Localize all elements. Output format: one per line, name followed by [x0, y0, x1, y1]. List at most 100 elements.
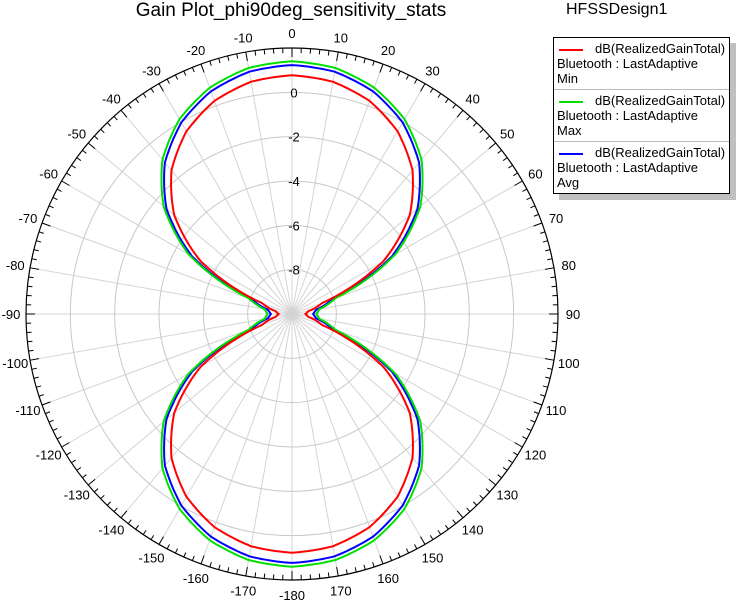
angle-tick [245, 51, 248, 61]
legend-stat: Max [557, 123, 582, 138]
angle-tick [142, 530, 147, 535]
angle-tick [174, 74, 179, 80]
angle-tick [158, 536, 164, 545]
angle-tick [227, 55, 230, 61]
angle-tick [420, 83, 426, 92]
angle-tick [545, 267, 555, 270]
angle-tick [33, 249, 39, 252]
legend-item-max[interactable]: dB(RealizedGainTotal) Bluetooth : LastAd… [554, 89, 729, 141]
angle-tick [66, 172, 71, 177]
angle-tick-label: -170 [230, 584, 256, 599]
angle-tick [254, 572, 257, 578]
angle-tick [466, 507, 471, 513]
angle-tick-label: 0 [288, 26, 295, 41]
angle-tick [420, 536, 426, 545]
design-name: HFSSDesign1 [566, 1, 668, 18]
angle-tick [372, 60, 375, 66]
angle-tick [166, 544, 170, 550]
angle-tick [52, 427, 58, 432]
angle-tick [429, 88, 434, 93]
angle-tick [263, 49, 266, 55]
angle-tick [27, 340, 33, 343]
angle-tick [488, 142, 497, 150]
angle-tick [48, 205, 54, 209]
angle-tick-label: -60 [39, 167, 58, 182]
angle-tick [429, 535, 434, 540]
angle-tick [56, 188, 62, 192]
angle-tick-label: 30 [425, 64, 439, 79]
angle-tick [61, 442, 70, 448]
angle-tick-label: -150 [138, 550, 164, 565]
angle-tick [437, 530, 442, 535]
angle-tick [191, 67, 195, 73]
angle-tick-label: -100 [2, 356, 28, 371]
angle-tick [379, 63, 384, 73]
angle-tick [166, 78, 170, 84]
legend-item-avg[interactable]: dB(RealizedGainTotal) Bluetooth : LastAd… [554, 141, 729, 193]
radial-tick-label: -8 [288, 263, 300, 278]
angle-tick [254, 50, 257, 56]
angle-tick [551, 340, 557, 343]
angle-tick [547, 258, 553, 261]
angle-tick [540, 394, 546, 397]
angle-tick [533, 411, 539, 415]
angle-tick [545, 249, 551, 252]
angle-tick [542, 240, 548, 243]
angle-tick-label: -140 [98, 522, 124, 537]
legend-item-min[interactable]: dB(RealizedGainTotal) Bluetooth : LastAd… [554, 38, 729, 89]
angle-tick [327, 50, 330, 56]
angle-tick [41, 401, 51, 406]
angle-tick [33, 376, 39, 379]
legend-sub: Bluetooth : LastAdaptive [557, 160, 698, 175]
angle-tick [479, 494, 484, 500]
angle-tick-label: -180 [279, 588, 305, 600]
angle-tick [345, 569, 348, 575]
angle-tick [513, 451, 518, 456]
angle-tick [456, 510, 464, 519]
angle-tick-label: -20 [186, 43, 205, 58]
angle-tick [508, 164, 513, 169]
angle-tick-label: -110 [15, 403, 40, 418]
angle-tick [336, 567, 339, 577]
angle-tick [150, 88, 155, 93]
angle-tick-label: 50 [500, 126, 514, 141]
angle-tick [71, 164, 76, 169]
legend-swatch [559, 48, 583, 51]
legend-swatch [559, 152, 583, 155]
angle-tick [318, 573, 321, 579]
angle-tick-label: -130 [64, 488, 90, 503]
angle-tick [218, 58, 221, 64]
legend-swatch [559, 100, 583, 103]
angle-tick [372, 562, 375, 568]
angle-tick [61, 180, 70, 186]
angle-tick [174, 548, 179, 554]
angle-tick [542, 385, 548, 388]
angle-tick [183, 70, 187, 76]
angle-tick [127, 104, 132, 109]
legend-stat: Min [557, 71, 578, 86]
angle-tick [533, 401, 543, 406]
angle-tick [71, 459, 76, 464]
legend-sub: Bluetooth : LastAdaptive [557, 108, 698, 123]
angle-tick [488, 478, 497, 486]
angle-tick-label: 70 [549, 211, 563, 226]
legend-sub: Bluetooth : LastAdaptive [557, 56, 698, 71]
angle-tick [106, 122, 112, 127]
angle-tick [545, 376, 551, 379]
angle-tick [227, 567, 230, 573]
angle-tick [66, 451, 71, 456]
angle-tick [533, 222, 543, 227]
angle-tick [93, 135, 99, 140]
angle-tick [31, 367, 37, 370]
angle-tick [389, 555, 393, 561]
angle-tick [397, 552, 401, 558]
angle-tick [158, 83, 164, 92]
angle-tick [452, 519, 457, 524]
legend[interactable]: dB(RealizedGainTotal) Bluetooth : LastAd… [553, 37, 730, 194]
angle-tick [236, 53, 239, 59]
angle-tick [405, 74, 410, 80]
angle-tick [547, 367, 553, 370]
angle-tick [236, 569, 239, 575]
angle-tick [82, 149, 87, 154]
angle-tick [245, 567, 248, 577]
